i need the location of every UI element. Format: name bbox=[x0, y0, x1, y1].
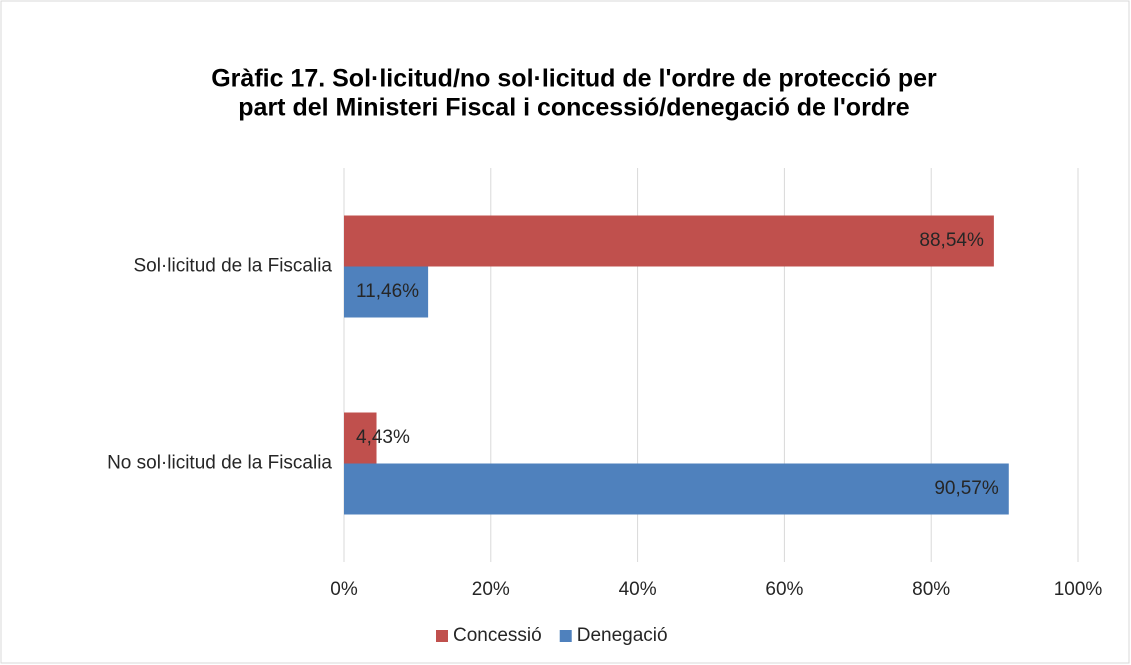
y-tick-label: Sol·licitud de la Fiscalia bbox=[133, 256, 332, 277]
legend-label: Concessió bbox=[453, 625, 542, 646]
chart-title: Gràfic 17. Sol·licitud/no sol·licitud de… bbox=[211, 65, 937, 93]
x-tick-label: 40% bbox=[619, 579, 657, 600]
x-tick-label: 0% bbox=[330, 579, 358, 600]
value-label: 90,57% bbox=[934, 478, 999, 499]
value-label: 4,43% bbox=[356, 427, 410, 448]
bar bbox=[344, 463, 1009, 515]
chart-title: part del Ministeri Fiscal i concessió/de… bbox=[238, 94, 910, 122]
y-tick-label: No sol·licitud de la Fiscalia bbox=[107, 453, 332, 474]
x-tick-label: 20% bbox=[472, 579, 510, 600]
bar bbox=[344, 412, 377, 464]
x-tick-label: 80% bbox=[912, 579, 950, 600]
bar bbox=[344, 266, 429, 318]
legend-label: Denegació bbox=[577, 625, 668, 646]
bar bbox=[344, 215, 994, 267]
value-label: 88,54% bbox=[919, 230, 984, 251]
legend-swatch bbox=[436, 630, 448, 642]
legend-swatch bbox=[559, 630, 572, 642]
value-label: 11,46% bbox=[356, 281, 419, 302]
x-tick-label: 100% bbox=[1054, 579, 1103, 600]
x-tick-label: 60% bbox=[765, 579, 803, 600]
